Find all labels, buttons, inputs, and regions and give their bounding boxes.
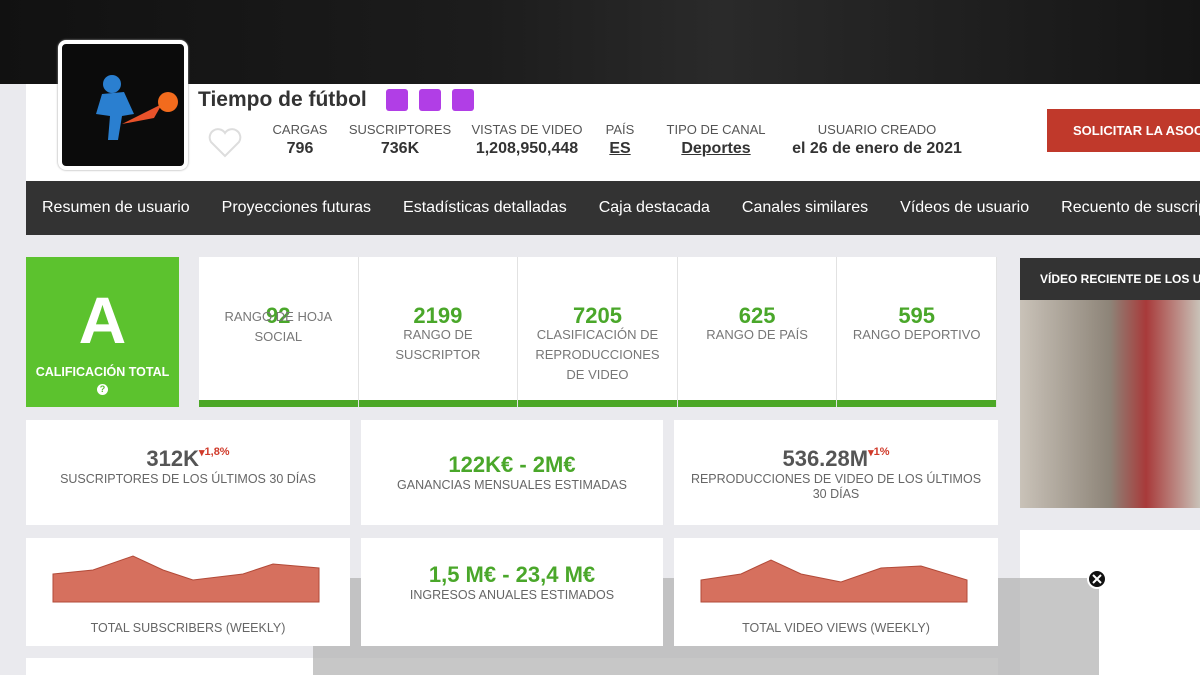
- nav-item[interactable]: Recuento de suscript: [1061, 199, 1200, 216]
- recent-video: VÍDEO RECIENTE DE LOS U: [1020, 258, 1200, 508]
- card-value: 1,5 M€ - 23,4 M€: [428, 562, 596, 587]
- chart-card: TOTAL SUBSCRIBERS (WEEKLY): [26, 538, 350, 646]
- sparkline: [700, 559, 968, 603]
- stat: CARGAS 796: [210, 122, 390, 158]
- favorite-icon[interactable]: [208, 128, 242, 158]
- rank-label: RANGO DE HOJA SOCIAL: [224, 309, 333, 344]
- stat-value: 1,208,950,448: [475, 140, 579, 157]
- stat-label: VISTAS DE VIDEO: [471, 122, 583, 137]
- rank-card: 595 RANGO DEPORTIVO: [837, 257, 997, 407]
- nav-item[interactable]: Resumen de usuario: [42, 199, 190, 216]
- rank-label: RANGO DEPORTIVO: [852, 327, 981, 342]
- rank-label: RANGO DE SUSCRIPTOR: [395, 327, 481, 362]
- icon[interactable]: [419, 89, 441, 111]
- stat-value[interactable]: ES: [609, 140, 631, 157]
- rank-value: 2199: [413, 303, 463, 328]
- stat-label: CARGAS: [272, 122, 328, 137]
- icon[interactable]: [386, 89, 408, 111]
- change: ▾: [868, 447, 874, 459]
- stat: PAÍS ES: [530, 122, 710, 158]
- change-value: 1,8%: [204, 446, 230, 458]
- rank-label: CLASIFICACIÓN DE REPRODUCCIONES DE VIDEO: [535, 327, 660, 382]
- card-label: REPRODUCCIONES DE VIDEO DE LOS ÚLTIMOS 3…: [690, 472, 982, 501]
- stat-label: SUSCRIPTORES: [348, 122, 452, 137]
- stat-card: 536.28M▾1% REPRODUCCIONES DE VIDEO DE LOS…: [674, 420, 998, 525]
- stat-value[interactable]: Deportes: [681, 140, 751, 157]
- rank-card: 7205 CLASIFICACIÓN DE REPRODUCCIONES DE V…: [518, 257, 678, 407]
- rank-card: 2199 RANGO DE SUSCRIPTOR: [358, 257, 519, 407]
- rank-card: 625 RANGO DE PAÍS: [677, 257, 838, 407]
- chart-card: 1,5 M€ - 23,4 M€ INGRESOS ANUALES ESTIMAD…: [361, 538, 663, 646]
- avatar: [58, 40, 188, 170]
- sidebar-title: VÍDEO RECIENTE DE LOS U: [1020, 258, 1200, 300]
- stat: TIPO DE CANAL Deportes: [626, 122, 806, 158]
- card-label: TOTAL VIDEO VIEWS (WEEKLY): [742, 621, 930, 635]
- sparkline-area: [700, 559, 968, 603]
- rank-bar: [199, 400, 358, 407]
- stat: SUSCRIPTORES 736K: [310, 122, 490, 158]
- stat: VISTAS DE VIDEO 1,208,950,448: [437, 122, 617, 158]
- stat-value: 736K: [380, 140, 420, 157]
- rank-bar: [518, 400, 677, 407]
- stat-label: TIPO DE CANAL: [666, 122, 766, 137]
- stat-value: el 26 de enero de 2021: [792, 140, 962, 157]
- icon[interactable]: [452, 89, 474, 111]
- rank-value: 92: [266, 303, 291, 328]
- rank-value: 595: [898, 303, 936, 328]
- video-thumbnail[interactable]: [1020, 300, 1200, 508]
- change: ▾: [198, 447, 205, 459]
- sparkline: [52, 555, 320, 603]
- nav-item[interactable]: Proyecciones futuras: [221, 199, 372, 216]
- value: 122K€ - 2M€: [448, 452, 576, 477]
- channel-name: Tiempo de fútbol: [198, 88, 367, 111]
- grade-label: CALIFICACIÓN TOTAL: [35, 365, 170, 379]
- profile-panel: [26, 84, 1200, 181]
- nav-item[interactable]: Canales similares: [741, 199, 869, 216]
- help-icon[interactable]: ?: [97, 384, 108, 395]
- avatar-art: [96, 75, 178, 140]
- nav-item[interactable]: Vídeos de usuario: [900, 199, 1030, 216]
- card-label: GANANCIAS MENSUALES ESTIMADAS: [397, 478, 627, 492]
- card-label: SUSCRIPTORES DE LOS ÚLTIMOS 30 DÍAS: [60, 472, 316, 486]
- stat-card: 122K€ - 2M€ GANANCIAS MENSUALES ESTIMADAS: [361, 420, 663, 525]
- nav-item[interactable]: Estadísticas detalladas: [403, 199, 567, 216]
- rank-bar: [677, 400, 837, 407]
- chart-card: TOTAL VIDEO VIEWS (WEEKLY): [674, 538, 998, 646]
- change-value: 1%: [873, 446, 890, 458]
- ranks: 92 RANGO DE HOJA SOCIAL 2199 RANGO DE SUSCR…: [199, 257, 997, 407]
- stat: USUARIO CREADO el 26 de enero de 2021: [787, 122, 967, 158]
- stat-label: USUARIO CREADO: [817, 122, 937, 137]
- grade-letter: A: [78, 283, 127, 357]
- card-value: 122K€ - 2M€: [361, 452, 663, 478]
- request-button[interactable]: SOLICITAR LA ASOC: [1047, 109, 1200, 152]
- stat-card: 312K▾1,8% SUSCRIPTORES DE LOS ÚLTIMOS 30 …: [26, 420, 350, 525]
- rank-bar: [837, 400, 996, 407]
- stat-value: 796: [286, 140, 314, 157]
- rank-card: 92 RANGO DE HOJA SOCIAL: [199, 257, 359, 407]
- rank-label: RANGO DE PAÍS: [706, 327, 808, 342]
- rank-value: 7205: [573, 303, 622, 328]
- card-label: TOTAL SUBSCRIBERS (WEEKLY): [90, 621, 286, 635]
- nav-bar: Resumen de usuario Proyecciones futuras Es…: [26, 181, 1200, 235]
- card-label: INGRESOS ANUALES ESTIMADOS: [409, 588, 615, 602]
- card-value: 312K▾1,8%: [26, 446, 350, 472]
- card-value: 536.28M▾1%: [674, 446, 998, 472]
- close-ad[interactable]: [1086, 568, 1108, 590]
- value: 536.28M: [782, 446, 869, 471]
- banner: [0, 0, 1200, 84]
- nav-item[interactable]: Caja destacada: [598, 199, 710, 216]
- sparkline-area: [52, 555, 320, 603]
- rank-bar: [358, 400, 518, 407]
- grade-box: A CALIFICACIÓN TOTAL ?: [26, 257, 179, 407]
- rank-value: 625: [738, 303, 776, 328]
- value: 312K: [146, 446, 199, 471]
- stat-label: PAÍS: [605, 122, 635, 137]
